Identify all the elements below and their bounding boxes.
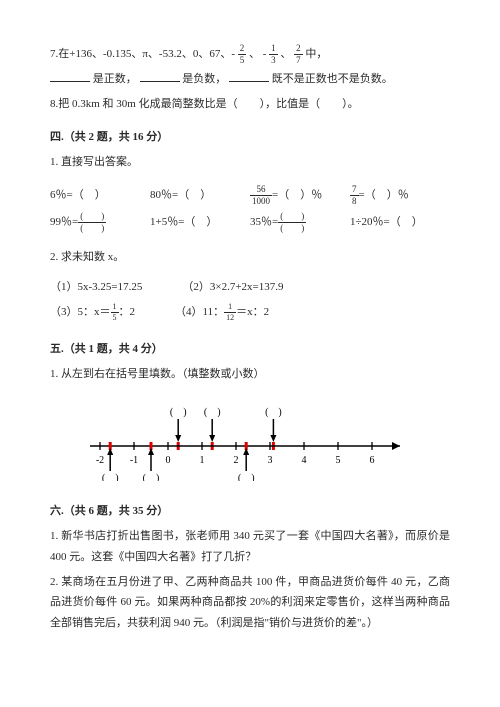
section-6-heading: 六.（共 6 题，共 35 分） <box>50 501 450 522</box>
q7-l2c: 既不是正数也不是负数。 <box>272 73 393 85</box>
frac: 15 <box>111 303 119 322</box>
svg-text:( ): ( ) <box>102 473 119 481</box>
s6-q2: 2. 某商场在五月份进了甲、乙两种商品共 100 件，甲商品进货价每件 40 元… <box>50 572 450 635</box>
q7-frac2: 13 <box>269 44 278 65</box>
q7-mid1: 、 - <box>249 48 266 60</box>
svg-text:0: 0 <box>166 455 171 466</box>
svg-text:1: 1 <box>200 455 205 466</box>
svg-text:( ): ( ) <box>170 407 187 418</box>
section-4-heading: 四.（共 2 题，共 16 分） <box>50 127 450 148</box>
frac: 112 <box>224 303 236 322</box>
s4-row1: 6％=（ ） 80％=（ ） 561000=（ ）％ 78=（ ）％ <box>50 185 450 206</box>
svg-text:( ): ( ) <box>238 473 255 481</box>
eq4: （4）11：112＝x：2 <box>175 302 269 323</box>
svg-text:-1: -1 <box>130 455 138 466</box>
frac: ( )( ) <box>278 212 306 233</box>
page: 7.在+136、-0.135、π、-53.2、0、67、- 25 、 - 13 … <box>0 0 500 668</box>
frac: ( )( ) <box>78 212 106 233</box>
svg-text:( ): ( ) <box>265 407 282 418</box>
svg-text:-2: -2 <box>96 455 104 466</box>
s4r2-b: 1+5％=（ ） <box>150 212 250 233</box>
q7-suffix: 中， <box>305 48 327 60</box>
s6-q1: 1. 新华书店打折出售图书，张老师用 340 元买了一套《中国四大名著》，而原价… <box>50 526 450 568</box>
blank <box>140 71 180 82</box>
svg-text:5: 5 <box>336 455 341 466</box>
s4-eq-row1: （1）5x-3.25=17.25 （2）3×2.7+2x=137.9 <box>50 277 450 298</box>
s4-row2: 99％=( )( ) 1+5％=（ ） 35％=( )( ) 1÷20％=（ ） <box>50 212 450 233</box>
q7-frac3: 27 <box>294 44 303 65</box>
s4r1-d: 78=（ ）％ <box>350 185 450 206</box>
question-8: 8.把 0.3km 和 30m 化成最简整数比是（ ），比值是（ ）。 <box>50 94 450 115</box>
q7-l2b: 是负数， <box>182 73 226 85</box>
number-line-diagram: ( ) ( ) ( ) -2 -1 0 1 2 3 4 5 6 ( ) ( ) ( ) <box>80 401 450 489</box>
s4r2-c: 35％=( )( ) <box>250 212 350 233</box>
s4-eq-row2: （3）5：x＝15：2 （4）11：112＝x：2 <box>50 302 450 323</box>
svg-text:4: 4 <box>302 455 307 466</box>
eq3: （3）5：x＝15：2 <box>50 302 135 323</box>
s4r2-a: 99％=( )( ) <box>50 212 150 233</box>
q7-frac1: 25 <box>238 44 247 65</box>
svg-text:3: 3 <box>268 455 273 466</box>
question-7-line2: 是正数， 是负数， 既不是正数也不是负数。 <box>50 69 450 90</box>
q7-mid2: 、 <box>280 48 291 60</box>
svg-text:6: 6 <box>370 455 375 466</box>
s4r2-d: 1÷20％=（ ） <box>350 212 450 233</box>
svg-text:( ): ( ) <box>143 473 160 481</box>
s4-q2: 2. 求未知数 x。 <box>50 247 450 268</box>
s4r1-a: 6％=（ ） <box>50 185 150 206</box>
axis-arrowhead <box>392 442 400 450</box>
svg-text:2: 2 <box>234 455 239 466</box>
s4r1-c: 561000=（ ）％ <box>250 185 350 206</box>
frac: 561000 <box>250 185 272 206</box>
blank <box>229 71 269 82</box>
frac: 78 <box>350 185 359 206</box>
svg-text:( ): ( ) <box>204 407 221 418</box>
q7-l2a: 是正数， <box>93 73 137 85</box>
eq2: （2）3×2.7+2x=137.9 <box>182 277 283 298</box>
eq1: （1）5x-3.25=17.25 <box>50 277 142 298</box>
section-5-heading: 五.（共 1 题，共 4 分） <box>50 339 450 360</box>
number-line-svg: ( ) ( ) ( ) -2 -1 0 1 2 3 4 5 6 ( ) ( ) ( ) <box>80 401 420 481</box>
s4r1-b: 80％=（ ） <box>150 185 250 206</box>
blank <box>50 71 90 82</box>
s4-q1: 1. 直接写出答案。 <box>50 152 450 173</box>
q7-prefix: 7.在+136、-0.135、π、-53.2、0、67、- <box>50 48 235 60</box>
s5-q1: 1. 从左到右在括号里填数。（填整数或小数） <box>50 364 450 385</box>
question-7: 7.在+136、-0.135、π、-53.2、0、67、- 25 、 - 13 … <box>50 44 450 65</box>
